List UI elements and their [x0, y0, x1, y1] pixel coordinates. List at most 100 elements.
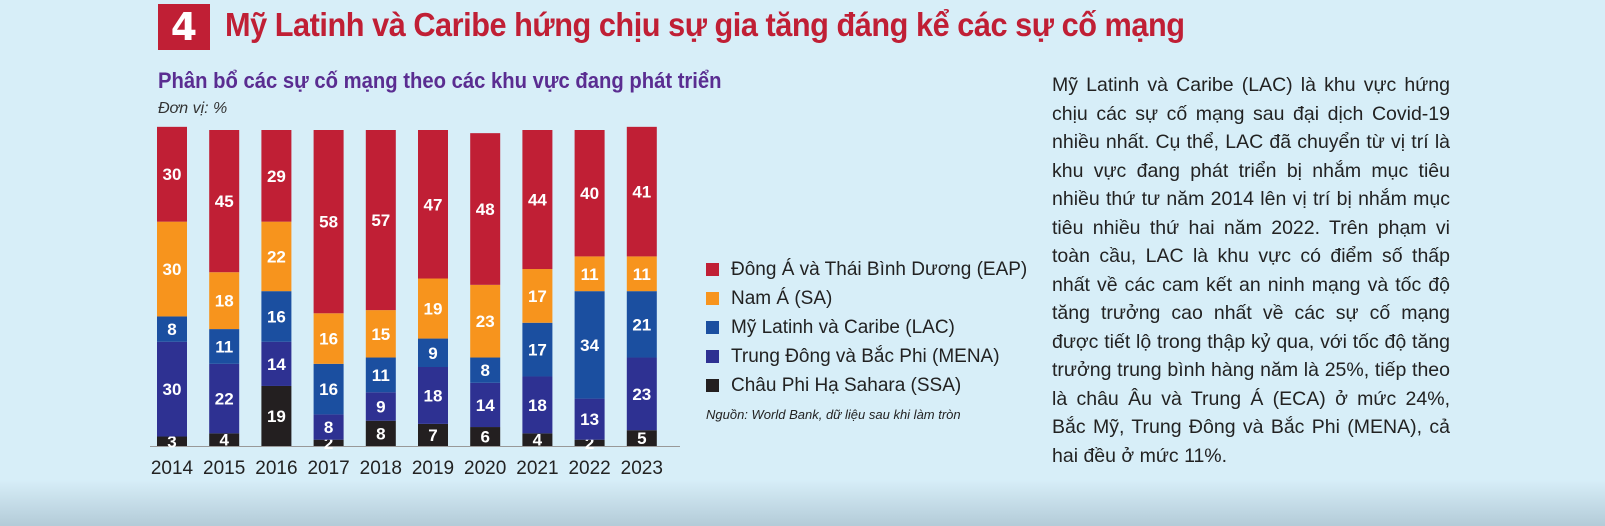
data-label: 16 [319, 380, 338, 399]
x-tick-label: 2022 [568, 458, 610, 479]
data-label: 8 [376, 424, 385, 443]
bar-segment [365, 357, 396, 393]
data-label: 57 [371, 211, 390, 230]
data-label: 29 [267, 167, 286, 186]
data-label: 16 [267, 307, 286, 326]
data-label: 5 [637, 429, 646, 448]
legend-swatch [706, 321, 719, 334]
bar-segment [157, 126, 187, 222]
bar-segment [418, 367, 448, 424]
page-headline: Mỹ Latinh và Caribe hứng chịu sự gia tăn… [225, 6, 1185, 43]
data-label: 22 [215, 390, 234, 409]
section-number-badge: 4 [158, 4, 210, 50]
chart-title: Phân bổ các sự cố mạng theo các khu vực … [158, 68, 722, 93]
x-tick-label: 2014 [151, 458, 194, 479]
x-tick-label: 2020 [464, 458, 506, 479]
bar-segment [365, 420, 396, 446]
bar-segment [209, 272, 240, 330]
data-label: 8 [324, 418, 333, 437]
data-label: 18 [528, 396, 547, 415]
bar-segment [157, 436, 187, 446]
x-tick-label: 2019 [412, 458, 454, 479]
data-label: 11 [581, 265, 599, 284]
data-label: 21 [632, 315, 651, 334]
bar-segment [418, 338, 448, 367]
bar-segment [626, 126, 657, 257]
description-paragraph: Mỹ Latinh và Caribe (LAC) là khu vực hứn… [1052, 74, 1450, 467]
data-label: 30 [163, 260, 182, 279]
bar-segment [470, 133, 501, 285]
legend-swatch [706, 263, 719, 276]
data-label: 11 [633, 265, 651, 284]
x-tick-label: 2017 [307, 458, 349, 479]
data-label: 30 [163, 165, 182, 184]
data-label: 23 [632, 385, 651, 404]
bar-segment [574, 256, 605, 292]
x-tick-label: 2018 [360, 458, 402, 479]
legend-item: Đông Á và Thái Bình Dương (EAP) [706, 255, 1027, 284]
bar-segment [209, 433, 240, 446]
bottom-shadow [0, 480, 1605, 526]
data-label: 8 [480, 361, 489, 380]
bar-segment [313, 439, 344, 446]
bar-segment [261, 130, 292, 222]
data-label: 9 [376, 398, 385, 417]
bar-segment [261, 341, 292, 386]
legend-item: Nam Á (SA) [706, 284, 1027, 313]
data-label: 14 [476, 396, 495, 415]
bar-segment [574, 398, 605, 440]
data-label: 19 [424, 300, 443, 319]
data-label: 47 [424, 195, 443, 214]
bar-segment [470, 284, 501, 358]
bar-segment [470, 357, 501, 383]
data-label: 58 [319, 213, 338, 232]
bar-segment [574, 291, 605, 399]
data-label: 48 [476, 200, 495, 219]
data-label: 6 [480, 428, 489, 447]
data-label: 3 [167, 432, 176, 451]
data-label: 17 [528, 341, 547, 360]
data-label: 13 [580, 410, 599, 429]
legend-item: Châu Phi Hạ Sahara (SSA) [706, 371, 1027, 400]
bar-segment [418, 423, 448, 446]
legend-label: Châu Phi Hạ Sahara (SSA) [731, 374, 962, 396]
data-label: 4 [533, 431, 543, 450]
data-label: 2 [585, 434, 594, 453]
bar-segment [626, 291, 657, 358]
legend-label: Đông Á và Thái Bình Dương (EAP) [731, 258, 1028, 280]
legend-label: Mỹ Latinh và Caribe (LAC) [731, 316, 955, 338]
data-label: 4 [219, 431, 229, 450]
data-label: 18 [215, 292, 234, 311]
bar-segment [157, 221, 187, 317]
legend-label: Trung Đông và Bắc Phi (MENA) [731, 345, 1000, 367]
data-label: 16 [319, 330, 338, 349]
bar-segment [626, 357, 657, 431]
bar-segment [261, 221, 292, 292]
bar-segment [470, 427, 501, 446]
stacked-bar-chart: 3308303020144221118452015191416222920162… [150, 126, 680, 479]
bar-segment [626, 430, 657, 446]
bar-segment [574, 439, 605, 446]
data-label: 44 [528, 191, 547, 210]
legend-swatch [706, 379, 719, 392]
bar-segment [522, 269, 553, 323]
bar-segment [418, 130, 448, 279]
bar-segment [418, 278, 448, 339]
unit-label: Đơn vị: % [158, 100, 228, 117]
data-label: 7 [428, 426, 437, 445]
data-label: 30 [163, 380, 182, 399]
data-label: 8 [167, 320, 176, 339]
legend-item: Mỹ Latinh và Caribe (LAC) [706, 313, 1027, 342]
bar-segment [261, 291, 292, 342]
bar-segment [313, 313, 344, 364]
data-label: 11 [372, 366, 390, 385]
data-label: 45 [215, 192, 234, 211]
legend-swatch [706, 292, 719, 305]
source-note: Nguồn: World Bank, dữ liệu sau khi làm t… [706, 407, 961, 422]
data-label: 41 [632, 183, 651, 202]
data-label: 18 [424, 386, 443, 405]
bar-segment [157, 341, 187, 437]
bar-segment [470, 382, 501, 428]
data-label: 40 [580, 184, 599, 203]
data-label: 34 [580, 336, 599, 355]
